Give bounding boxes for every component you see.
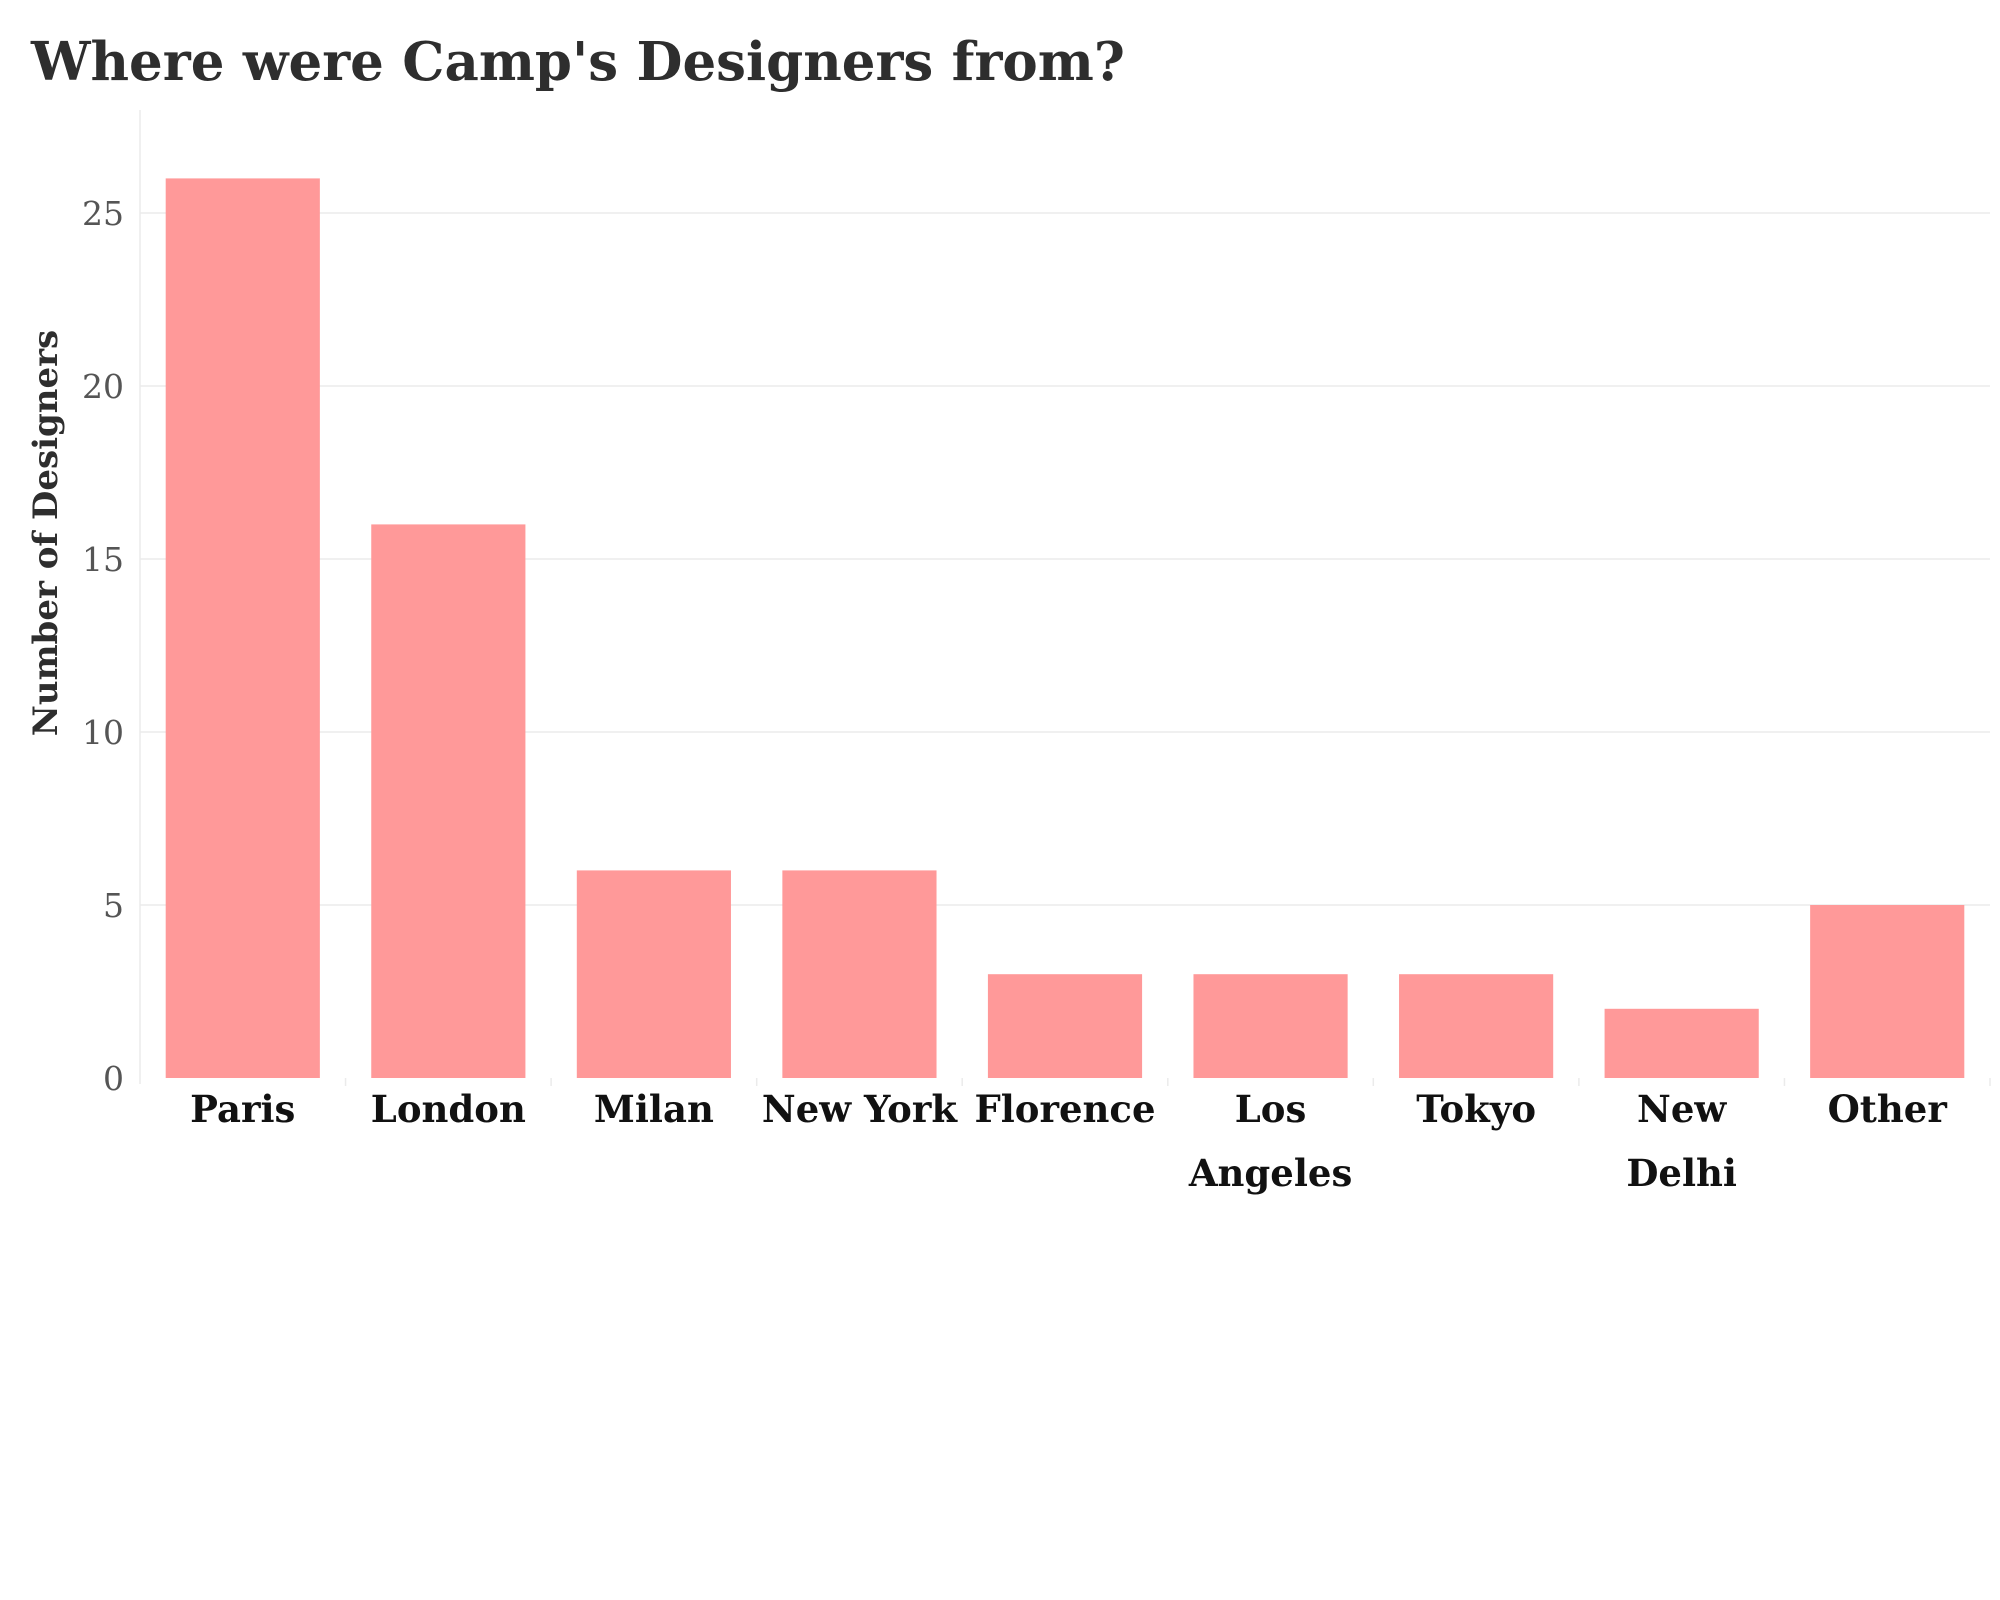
x-tick-label: Paris: [190, 1087, 295, 1131]
x-tick-label: New York: [762, 1087, 958, 1131]
y-axis-ticks: 0 5 10 15 20 25: [82, 194, 124, 1098]
y-tick-label: 5: [103, 886, 124, 925]
chart-title: Where were Camp's Designers from?: [30, 31, 1125, 93]
bar-tokyo: [1399, 974, 1554, 1078]
bars: [165, 178, 1965, 1078]
y-tick-label: 20: [82, 367, 124, 406]
x-tick-label: New Delhi: [1626, 1087, 1737, 1195]
x-tick-label: Milan: [594, 1087, 714, 1131]
x-axis-ticks: Paris London Milan New York Florence Los Angel…: [190, 1078, 1991, 1195]
bar-london: [371, 524, 526, 1078]
y-tick-label: 10: [82, 713, 124, 752]
bar-florence: [987, 974, 1143, 1078]
x-tick-label: Tokyo: [1416, 1087, 1536, 1131]
y-tick-label: 15: [82, 540, 124, 579]
x-tick-label: Los Angeles: [1188, 1087, 1352, 1195]
bar-los-angeles: [1193, 974, 1348, 1078]
y-axis-label: Number of Designers: [26, 330, 66, 736]
bar-other: [1810, 905, 1965, 1078]
bar-paris: [165, 178, 320, 1078]
x-tick-label: London: [371, 1087, 526, 1131]
bar-new-delhi: [1604, 1008, 1759, 1078]
x-tick-label: Other: [1828, 1087, 1948, 1131]
bar-new-york: [782, 870, 937, 1078]
x-tick-label: Florence: [974, 1087, 1155, 1131]
y-tick-label: 25: [82, 194, 124, 233]
bar-milan: [576, 870, 731, 1078]
y-tick-label: 0: [103, 1059, 124, 1098]
